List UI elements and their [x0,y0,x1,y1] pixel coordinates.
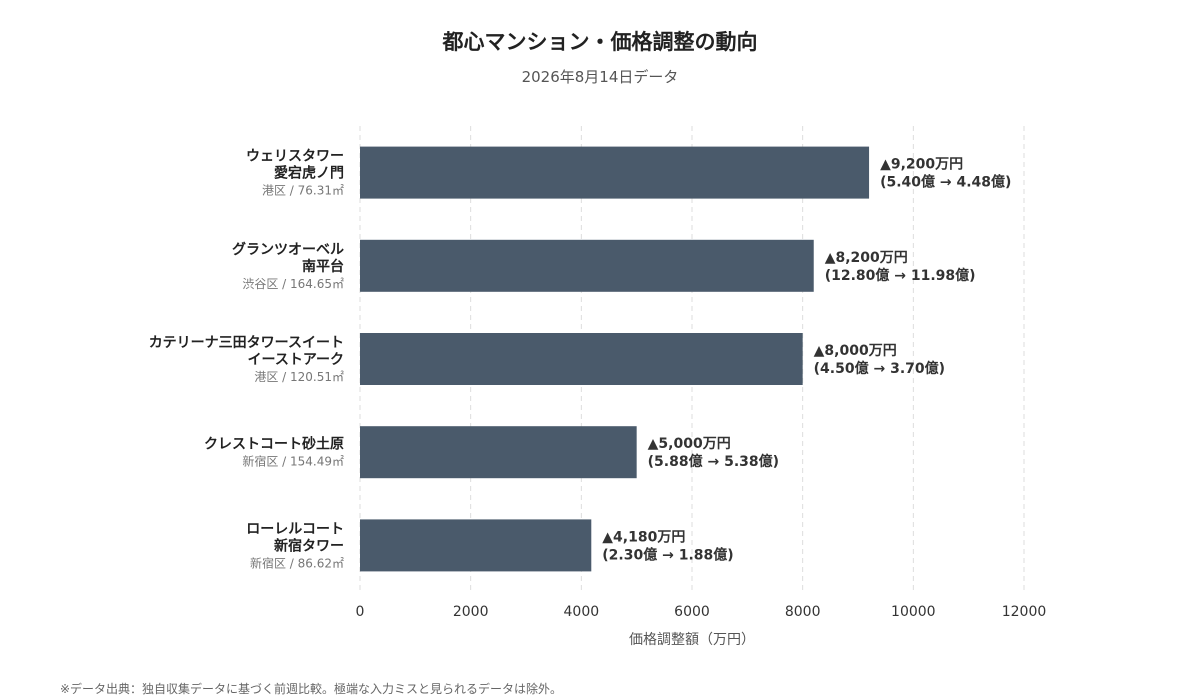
data-label-detail: (5.88億 → 5.38億) [648,453,779,470]
x-tick-label: 12000 [1002,604,1047,620]
data-label-detail: (5.40億 → 4.48億) [880,174,1011,191]
data-label-change: ▲5,000万円 [648,436,731,452]
category-label-line2: 新宿タワー [274,537,344,554]
x-axis: 0 2000 4000 6000 8000 10000 12000 [356,604,1047,620]
data-label-detail: (12.80億 → 11.98億) [825,267,976,284]
x-tick-label: 6000 [674,604,710,620]
bar [360,519,592,572]
x-tick-label: 0 [356,604,365,620]
data-label-detail: (2.30億 → 1.88億) [602,546,733,563]
x-axis-label: 価格調整額（万円） [629,632,755,648]
category-label-line1: ウェリスタワー [246,149,344,165]
category-label-line2: 愛宕虎ノ門 [274,165,344,182]
data-label-change: ▲8,000万円 [814,343,897,359]
data-labels: ▲9,200万円(5.40億 → 4.48億) ▲8,200万円(12.80億 →… [602,157,1011,564]
category-label-line1: ローレルコート [246,521,344,537]
category-meta-label: 港区 / 76.31㎡ [262,184,344,198]
category-meta-label: 新宿区 / 86.62㎡ [250,555,344,570]
chart-subtitle: 2026年8月14日データ [521,68,679,86]
category-label-line1: カテリーナ三田タワースイート [149,335,344,351]
x-tick-label: 2000 [453,604,489,620]
category-label-line1: クレストコート砂土原 [204,436,344,453]
footnote: ※データ出典：独自収集データに基づく前週比較。極端な入力ミスと見られるデータは除… [60,682,563,696]
category-meta-label: 港区 / 120.51㎡ [254,370,344,384]
data-label-change: ▲8,200万円 [825,250,908,266]
chart-title: 都心マンション・価格調整の動向 [442,30,758,54]
bar [360,426,637,479]
bars [360,146,870,572]
category-meta-label: 新宿区 / 154.49㎡ [242,454,344,469]
category-label-line2: イーストアーク [248,352,344,368]
x-tick-label: 4000 [564,604,600,620]
x-tick-label: 8000 [785,604,821,620]
x-tick-label: 10000 [891,604,936,620]
data-label-change: ▲9,200万円 [880,157,963,173]
category-label-line1: グランツオーベル [232,241,344,258]
data-label-detail: (4.50億 → 3.70億) [814,360,945,377]
bar [360,239,814,292]
category-label-line2: 南平台 [302,258,344,275]
bar [360,333,803,385]
bar [360,146,870,199]
grid-lines [359,126,1025,592]
data-label-change: ▲4,180万円 [602,529,685,545]
category-meta-label: 渋谷区 / 164.65㎡ [242,277,344,291]
